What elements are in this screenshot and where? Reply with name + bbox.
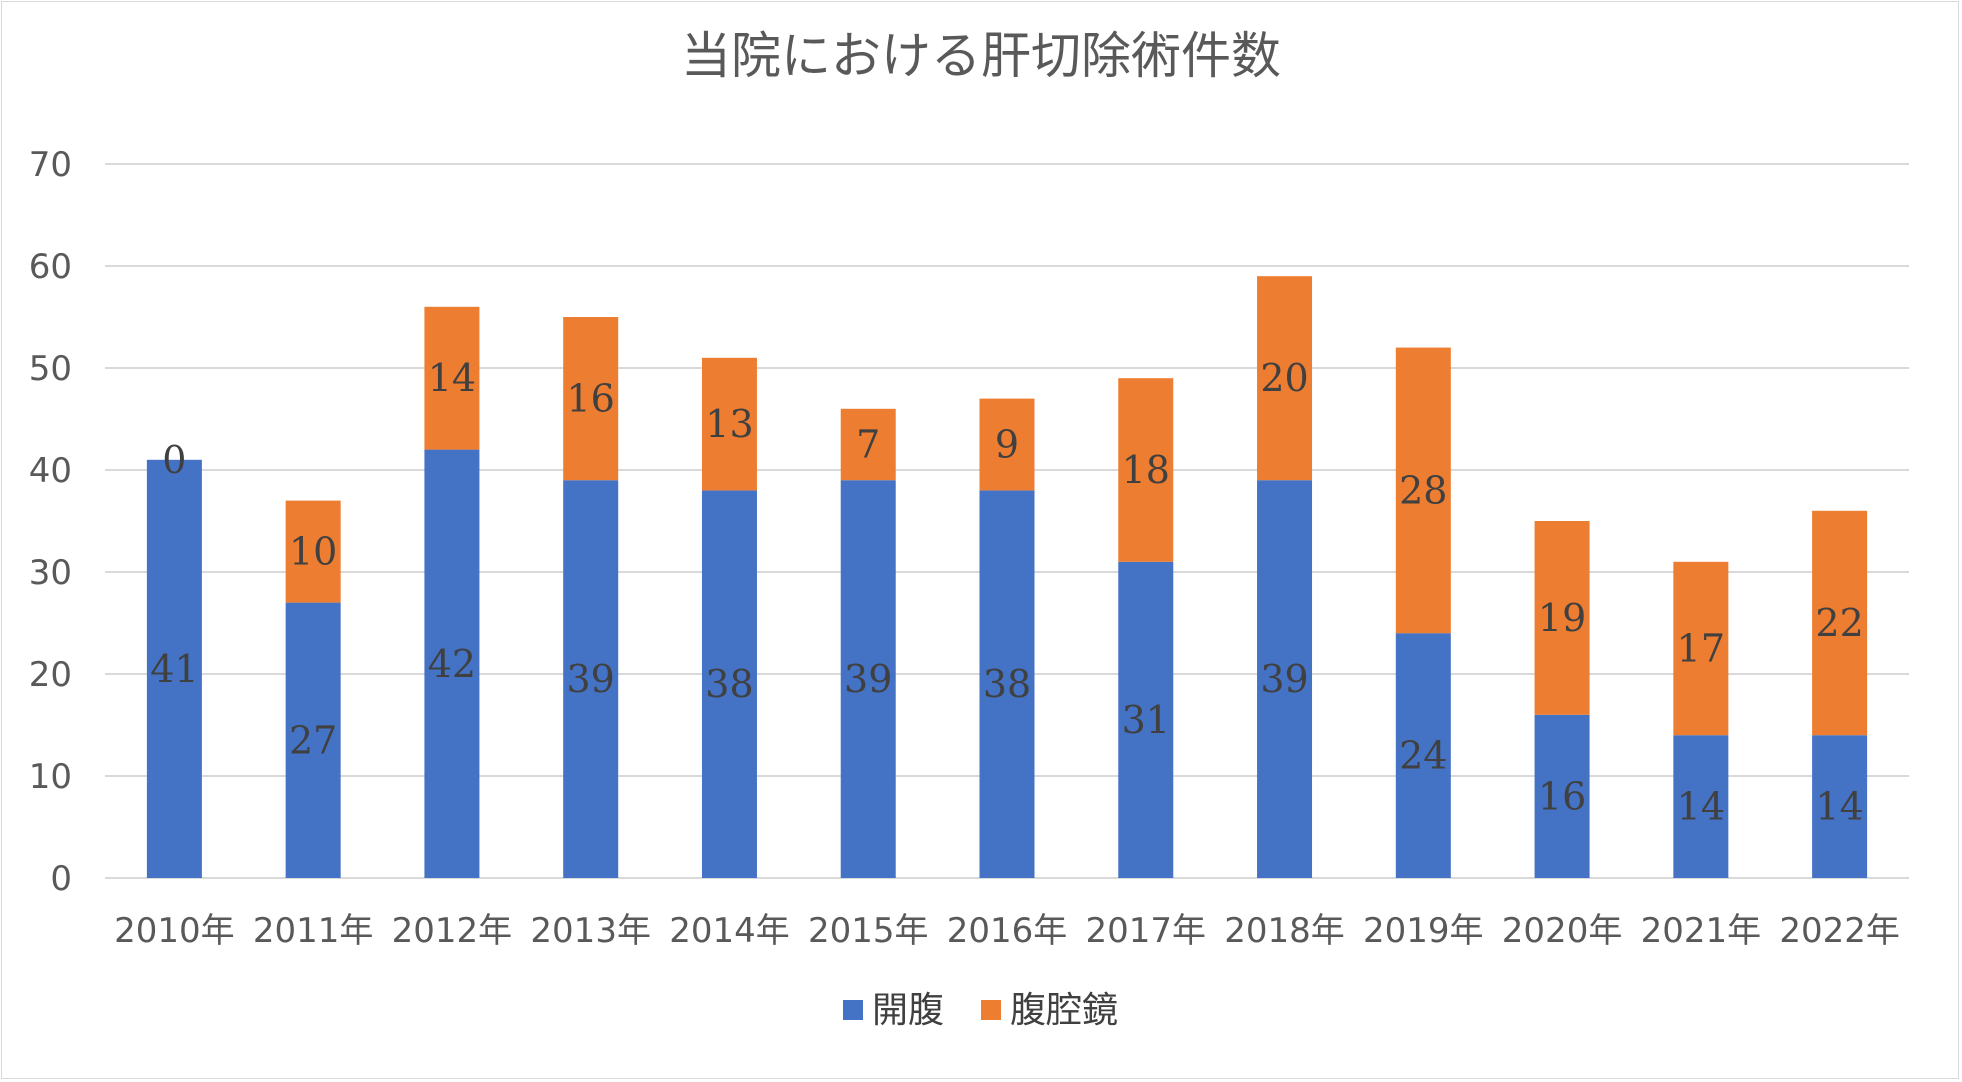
data-label: 38: [983, 662, 1031, 706]
legend-label-laparoscopic: 腹腔鏡: [1010, 990, 1118, 1031]
data-label: 14: [428, 356, 476, 400]
data-label: 0: [162, 438, 186, 482]
x-tick-label: 2021年: [1641, 911, 1762, 951]
data-label: 20: [1260, 356, 1308, 400]
data-label: 13: [705, 402, 753, 446]
bar-open-2012年: [424, 449, 480, 878]
x-tick-label: 2013年: [530, 911, 651, 951]
bar-laparoscopic-2015年: [840, 408, 896, 481]
bar-laparoscopic-2022年: [1812, 510, 1868, 736]
data-label: 7: [856, 423, 880, 467]
y-tick-label: 40: [29, 451, 72, 491]
bar-laparoscopic-2021年: [1673, 561, 1729, 736]
x-tick-label: 2017年: [1086, 911, 1207, 951]
x-tick-label: 2012年: [392, 911, 513, 951]
data-label: 28: [1399, 468, 1447, 512]
x-tick-label: 2022年: [1779, 911, 1900, 951]
data-label: 18: [1122, 448, 1170, 492]
y-tick-label: 30: [29, 553, 72, 593]
data-label: 39: [1260, 657, 1308, 701]
x-tick-label: 2010年: [114, 911, 235, 951]
y-tick-label: 20: [29, 655, 72, 695]
data-label: 41: [150, 647, 198, 691]
bar-open-2011年: [285, 602, 341, 878]
bar-open-2014年: [701, 490, 757, 878]
bar-laparoscopic-2014年: [701, 357, 757, 491]
bar-laparoscopic-2016年: [979, 398, 1035, 491]
legend-swatch-open: [843, 1000, 863, 1020]
data-label: 39: [844, 657, 892, 701]
legend-label-open: 開腹: [872, 990, 944, 1031]
bar-laparoscopic-2012年: [424, 306, 480, 450]
chart-title: 当院における肝切除術件数: [681, 27, 1281, 85]
y-tick-label: 0: [50, 859, 72, 899]
bar-layer: [146, 276, 1868, 878]
data-label: 31: [1122, 698, 1170, 742]
bar-open-2020年: [1534, 714, 1590, 878]
bar-open-2018年: [1257, 480, 1313, 878]
bar-laparoscopic-2020年: [1534, 521, 1590, 715]
bar-laparoscopic-2017年: [1118, 378, 1174, 562]
bar-laparoscopic-2011年: [285, 500, 341, 603]
y-tick-label: 10: [29, 757, 72, 797]
bar-open-2010年: [146, 459, 202, 878]
x-tick-label: 2011年: [253, 911, 374, 951]
data-label: 9: [995, 423, 1019, 467]
data-label: 27: [289, 718, 337, 762]
data-label: 14: [1815, 785, 1863, 829]
bar-open-2013年: [563, 480, 619, 878]
bar-laparoscopic-2019年: [1395, 347, 1451, 634]
bar-open-2022年: [1812, 735, 1868, 878]
y-tick-label: 50: [29, 349, 72, 389]
y-tick-label: 60: [29, 247, 72, 287]
data-label: 39: [567, 657, 615, 701]
x-tick-label: 2018年: [1224, 911, 1345, 951]
data-label: 22: [1815, 601, 1863, 645]
x-tick-label: 2016年: [947, 911, 1068, 951]
x-tick-label: 2015年: [808, 911, 929, 951]
data-label: 19: [1538, 596, 1586, 640]
legend: 開腹 腹腔鏡: [843, 990, 1118, 1031]
bar-open-2016年: [979, 490, 1035, 878]
data-label: 38: [705, 662, 753, 706]
bar-open-2021年: [1673, 735, 1729, 878]
y-tick-label: 70: [29, 145, 72, 185]
data-label: 24: [1399, 734, 1447, 778]
label-layer: 41 0 2010年 27 10 2011年 42 14 2012年 39 16 2013年 38 13 2…: [114, 356, 1900, 951]
x-tick-label: 2019年: [1363, 911, 1484, 951]
data-label: 16: [567, 377, 615, 421]
data-label: 14: [1677, 785, 1725, 829]
bar-open-2015年: [840, 480, 896, 878]
x-tick-label: 2014年: [669, 911, 790, 951]
bar-laparoscopic-2013年: [563, 317, 619, 481]
bar-open-2017年: [1118, 561, 1174, 878]
bar-open-2019年: [1395, 633, 1451, 878]
x-tick-label: 2020年: [1502, 911, 1623, 951]
data-label: 42: [428, 642, 476, 686]
legend-swatch-laparoscopic: [981, 1000, 1001, 1020]
bar-laparoscopic-2018年: [1257, 276, 1313, 481]
data-label: 10: [289, 530, 337, 574]
data-label: 16: [1538, 774, 1586, 818]
data-label: 17: [1677, 627, 1725, 671]
